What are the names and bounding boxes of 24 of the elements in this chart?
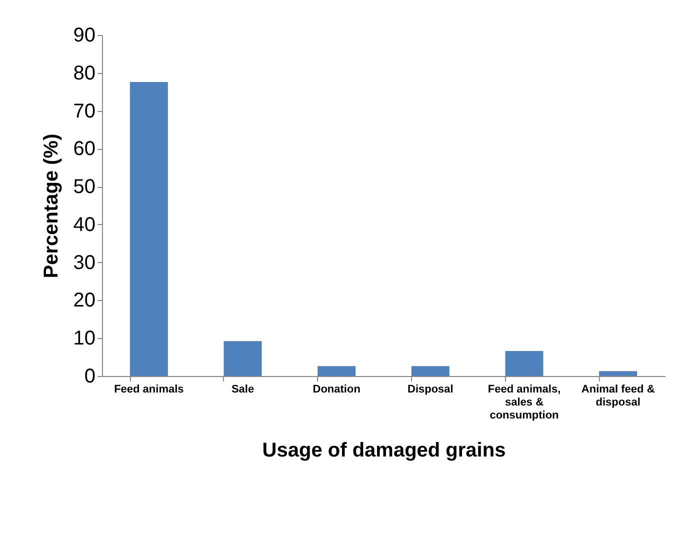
- x-tick-label: Feed animals: [114, 384, 184, 396]
- y-tick-label: 10: [73, 328, 96, 350]
- x-tick-label: Donation: [312, 384, 361, 396]
- x-tick-label: Feed animals, sales & consumption: [488, 384, 561, 422]
- y-tick-label: 0: [84, 366, 96, 388]
- x-tick-label: Animal feed & disposal: [581, 384, 655, 408]
- y-tick-label: 80: [73, 62, 96, 84]
- bar: [130, 82, 168, 376]
- y-tick-label: 90: [73, 24, 96, 46]
- bar: [599, 371, 638, 376]
- x-tick-label: Disposal: [407, 384, 454, 396]
- y-tick-label: 50: [73, 176, 96, 198]
- bar: [318, 366, 356, 376]
- bar: [224, 341, 262, 376]
- y-tick-label: 70: [73, 100, 96, 122]
- x-tick-label: Sale: [231, 384, 254, 396]
- y-tick-label: 20: [73, 290, 96, 312]
- y-axis-title: Percentage (%): [40, 134, 62, 278]
- bar: [411, 366, 450, 376]
- bar: [505, 350, 544, 376]
- y-tick-label: 40: [73, 214, 96, 236]
- y-tick-label: 60: [73, 138, 96, 160]
- x-axis-title: Usage of damaged grains: [262, 440, 506, 462]
- y-tick-label: 30: [73, 252, 96, 274]
